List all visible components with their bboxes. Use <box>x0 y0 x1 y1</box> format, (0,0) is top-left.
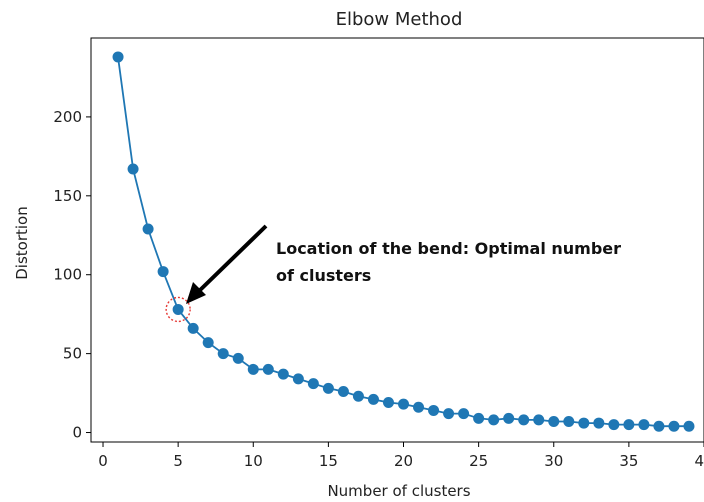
x-tick-label: 15 <box>319 452 338 470</box>
x-tick-label: 25 <box>469 452 488 470</box>
data-point <box>352 390 364 402</box>
x-tick-label: 30 <box>544 452 563 470</box>
data-point <box>563 415 575 427</box>
data-point <box>473 412 485 424</box>
y-tick-label: 100 <box>53 266 82 284</box>
x-tick-label: 40 <box>694 452 704 470</box>
data-point <box>638 419 650 431</box>
x-tick-label: 0 <box>98 452 108 470</box>
x-tick-label: 10 <box>244 452 263 470</box>
data-point <box>668 420 680 432</box>
y-tick-label: 150 <box>53 187 82 205</box>
data-point <box>172 303 184 315</box>
plot-frame <box>90 37 704 443</box>
data-point <box>503 412 515 424</box>
data-point <box>398 398 410 410</box>
data-point <box>518 414 530 426</box>
data-point <box>337 386 349 397</box>
annotation-line-1: Location of the bend: Optimal number <box>276 239 621 258</box>
data-point <box>247 363 259 375</box>
data-point <box>533 414 545 426</box>
data-point <box>217 348 229 360</box>
data-point <box>292 373 304 385</box>
data-point <box>307 378 319 390</box>
data-point <box>623 419 635 431</box>
data-point <box>382 397 394 409</box>
data-point <box>593 417 605 429</box>
data-point <box>367 393 379 405</box>
data-point <box>683 420 695 432</box>
data-point <box>187 322 199 334</box>
data-point <box>232 352 244 364</box>
x-tick-label: 5 <box>173 452 183 470</box>
data-point <box>127 163 139 175</box>
data-point <box>202 337 214 349</box>
data-point <box>458 408 470 420</box>
optimal-point-circle <box>165 296 191 323</box>
data-point <box>262 363 274 375</box>
y-axis: 0 50 100 150 200 <box>53 108 91 442</box>
x-axis: 0 5 10 15 20 25 30 35 40 <box>98 442 704 470</box>
data-point <box>608 419 620 431</box>
distortion-series <box>112 51 695 432</box>
data-point <box>142 223 154 235</box>
x-tick-label: 20 <box>394 452 413 470</box>
y-tick-label: 50 <box>63 345 82 363</box>
data-point <box>413 401 425 413</box>
data-point <box>428 404 440 416</box>
data-point <box>112 51 124 63</box>
data-point <box>443 408 455 420</box>
data-point <box>548 415 560 427</box>
y-axis-label: Distortion <box>13 206 31 280</box>
x-tick-label: 35 <box>619 452 638 470</box>
x-axis-label: Number of clusters <box>327 482 470 500</box>
data-point <box>322 382 334 394</box>
chart-title: Elbow Method <box>336 9 463 30</box>
data-point <box>277 368 289 380</box>
y-tick-label: 200 <box>53 108 82 126</box>
data-point <box>578 417 590 429</box>
data-point <box>488 414 500 426</box>
data-point <box>653 420 665 432</box>
y-tick-label: 0 <box>72 424 82 442</box>
annotation-arrow <box>186 224 268 304</box>
annotation-line-2: of clusters <box>276 266 371 285</box>
elbow-highlight <box>165 296 191 323</box>
data-point <box>157 266 169 278</box>
